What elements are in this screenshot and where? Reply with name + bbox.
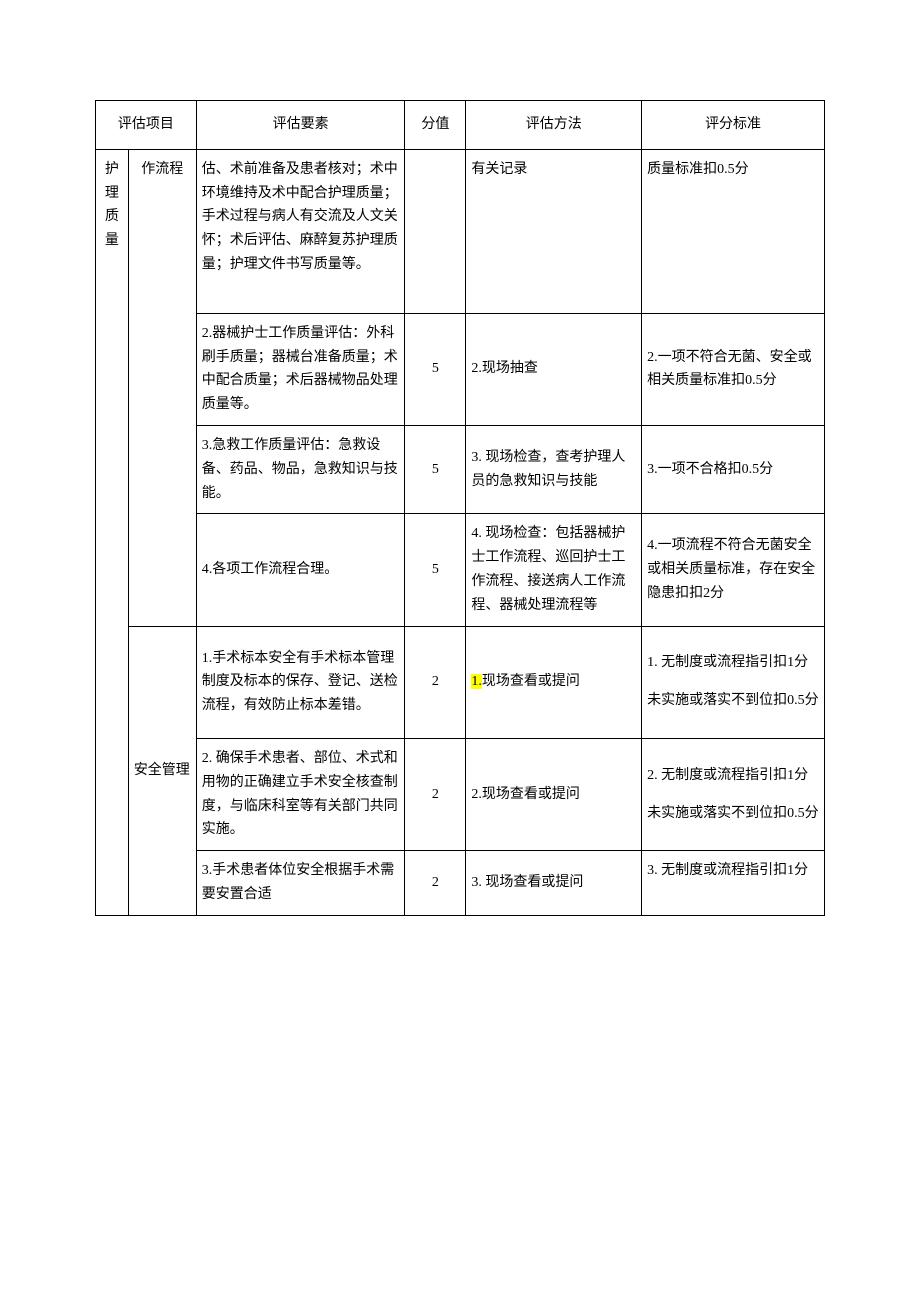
- header-standard: 评分标准: [642, 101, 825, 150]
- table-row: 安全管理 1.手术标本安全有手术标本管理制度及标本的保存、登记、送检流程，有效防…: [96, 626, 825, 738]
- standard-cell: 3. 无制度或流程指引扣1分: [642, 851, 825, 916]
- score-cell: 5: [405, 313, 466, 425]
- score-cell: [405, 149, 466, 313]
- method-rest: 现场查看或提问: [482, 674, 580, 689]
- evaluation-table: 评估项目 评估要素 分值 评估方法 评分标准 护理质量 作流程 估、术前准备及患…: [95, 100, 825, 916]
- standard-cell: 2.一项不符合无菌、安全或相关质量标准扣0.5分: [642, 313, 825, 425]
- method-cell: 3. 现场检查，查考护理人员的急救知识与技能: [466, 425, 642, 513]
- method-cell: 1.现场查看或提问: [466, 626, 642, 738]
- header-row: 评估项目 评估要素 分值 评估方法 评分标准: [96, 101, 825, 150]
- score-cell: 2: [405, 738, 466, 850]
- standard-cell: 质量标准扣0.5分: [642, 149, 825, 313]
- table-row: 3.急救工作质量评估：急救设备、药品、物品，急救知识与技能。 5 3. 现场检查…: [96, 425, 825, 513]
- header-score: 分值: [405, 101, 466, 150]
- score-cell: 5: [405, 425, 466, 513]
- score-cell: 5: [405, 514, 466, 626]
- standard-p2: 未实施或落实不到位扣0.5分: [647, 802, 820, 826]
- element-cell: 估、术前准备及患者核对；术中环境维持及术中配合护理质量；手术过程与病人有交流及人…: [196, 149, 405, 313]
- standard-cell: 4.一项流程不符合无菌安全或相关质量标准，存在安全隐患扣扣2分: [642, 514, 825, 626]
- standard-p2: 未实施或落实不到位扣0.5分: [647, 689, 820, 713]
- method-cell: 2.现场查看或提问: [466, 738, 642, 850]
- element-cell: 2. 确保手术患者、部位、术式和用物的正确建立手术安全核查制度，与临床科室等有关…: [196, 738, 405, 850]
- score-cell: 2: [405, 851, 466, 916]
- element-cell: 3.手术患者体位安全根据手术需要安置合适: [196, 851, 405, 916]
- header-method: 评估方法: [466, 101, 642, 150]
- element-cell: 3.急救工作质量评估：急救设备、药品、物品，急救知识与技能。: [196, 425, 405, 513]
- standard-p1: 2. 无制度或流程指引扣1分: [647, 764, 820, 788]
- table-row: 护理质量 作流程 估、术前准备及患者核对；术中环境维持及术中配合护理质量；手术过…: [96, 149, 825, 313]
- standard-cell: 1. 无制度或流程指引扣1分 未实施或落实不到位扣0.5分: [642, 626, 825, 738]
- method-cell: 4. 现场检查：包括器械护士工作流程、巡回护士工作流程、接送病人工作流程、器械处…: [466, 514, 642, 626]
- score-cell: 2: [405, 626, 466, 738]
- method-cell: 有关记录: [466, 149, 642, 313]
- highlight-text: 1.: [471, 674, 482, 689]
- table-row: 4.各项工作流程合理。 5 4. 现场检查：包括器械护士工作流程、巡回护士工作流…: [96, 514, 825, 626]
- table-row: 2. 确保手术患者、部位、术式和用物的正确建立手术安全核查制度，与临床科室等有关…: [96, 738, 825, 850]
- table-row: 3.手术患者体位安全根据手术需要安置合适 2 3. 现场查看或提问 3. 无制度…: [96, 851, 825, 916]
- standard-p1: 1. 无制度或流程指引扣1分: [647, 651, 820, 675]
- method-cell: 3. 现场查看或提问: [466, 851, 642, 916]
- element-cell: 2.器械护士工作质量评估：外科刷手质量；器械台准备质量；术中配合质量；术后器械物…: [196, 313, 405, 425]
- header-project: 评估项目: [96, 101, 197, 150]
- group2-safety: 安全管理: [128, 626, 196, 915]
- element-cell: 1.手术标本安全有手术标本管理制度及标本的保存、登记、送检流程，有效防止标本差错…: [196, 626, 405, 738]
- header-element: 评估要素: [196, 101, 405, 150]
- element-cell: 4.各项工作流程合理。: [196, 514, 405, 626]
- standard-cell: 2. 无制度或流程指引扣1分 未实施或落实不到位扣0.5分: [642, 738, 825, 850]
- method-cell: 2.现场抽查: [466, 313, 642, 425]
- table-row: 2.器械护士工作质量评估：外科刷手质量；器械台准备质量；术中配合质量；术后器械物…: [96, 313, 825, 425]
- group2-cell: 作流程: [128, 149, 196, 626]
- standard-cell: 3.一项不合格扣0.5分: [642, 425, 825, 513]
- group1-cell: 护理质量: [96, 149, 129, 915]
